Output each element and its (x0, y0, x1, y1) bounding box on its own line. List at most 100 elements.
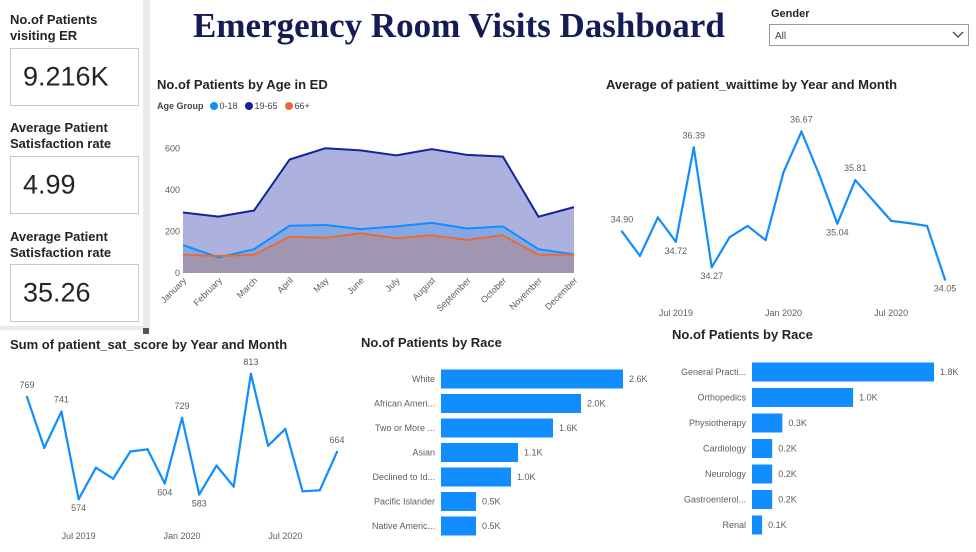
kpi-value-satisfaction: 4.99 (23, 169, 76, 200)
area-line-0-18 (182, 221, 575, 259)
category-label: Asian (412, 448, 435, 458)
data-point (335, 450, 339, 454)
x-tick-label: November (507, 275, 543, 311)
x-tick-label: Jul 2020 (268, 531, 302, 541)
y-tick-label: 600 (165, 144, 180, 154)
data-point (111, 477, 115, 480)
x-tick-label: July (383, 275, 402, 294)
age-area-chart[interactable]: 0 200 400 600 January February March April May Ju… (150, 128, 580, 328)
data-point (25, 395, 29, 399)
x-tick-label: Jul 2020 (874, 308, 908, 318)
area-line-19-65 (182, 147, 575, 218)
gender-filter-dropdown[interactable]: All (769, 24, 969, 46)
data-point (889, 219, 893, 223)
legend-title: Age Group (157, 101, 204, 111)
kpi-card-patients[interactable]: 9.216K (10, 48, 139, 106)
value-label: 0.2K (778, 495, 797, 505)
data-point (129, 450, 132, 453)
data-label: 583 (192, 498, 207, 508)
x-tick-label: April (275, 275, 295, 295)
kpi-card-satisfaction[interactable]: 4.99 (10, 156, 139, 214)
value-label: 0.2K (778, 444, 797, 454)
bar (441, 394, 581, 413)
gender-filter-value: All (775, 31, 787, 42)
wait-chart-title: Average of patient_waittime by Year and … (606, 77, 898, 92)
x-tick-label: September (435, 275, 473, 313)
legend-item-0-18[interactable]: 0-18 (209, 101, 238, 111)
data-point (764, 238, 767, 242)
data-point (318, 489, 321, 492)
legend-item-19-65[interactable]: 19-65 (244, 101, 278, 111)
x-tick-label: December (543, 275, 579, 311)
value-label: 0.5K (482, 521, 501, 531)
data-point (728, 236, 731, 239)
data-label: 741 (54, 395, 69, 405)
category-label: Cardiology (703, 444, 747, 454)
data-point (198, 493, 201, 496)
category-label: Two or More ... (375, 423, 435, 433)
data-label: 35.81 (844, 163, 867, 173)
data-point (43, 446, 46, 450)
legend-item-66-plus[interactable]: 66+ (284, 101, 310, 111)
data-point (943, 278, 947, 281)
sat-line-chart[interactable]: 769 741 574 604 729 583 813 664 Jul 2019 Jan 2020… (0, 355, 350, 552)
x-tick-label: October (479, 275, 509, 305)
kpi-card-waittime[interactable]: 35.26 (10, 264, 139, 322)
data-label: 36.67 (790, 115, 813, 125)
race-bar-chart[interactable]: White 2.6K African Ameri... 2.0K Two or More… (355, 360, 665, 550)
data-point (215, 464, 218, 467)
value-label: 1.8K (940, 367, 959, 377)
data-point (836, 222, 839, 225)
category-label: Renal (722, 520, 746, 530)
y-tick-label: 200 (165, 227, 180, 237)
bar (441, 418, 553, 438)
category-label: Native Americ... (372, 521, 435, 531)
x-tick-label: Jan 2020 (765, 308, 802, 318)
data-point (800, 130, 803, 133)
dept-chart-title: No.of Patients by Race (672, 327, 813, 342)
data-label: 769 (19, 380, 34, 390)
category-label: Orthopedics (697, 393, 746, 403)
x-tick-label: February (191, 275, 224, 308)
bar (441, 492, 476, 511)
bar (752, 490, 773, 509)
data-label: 35.04 (826, 228, 849, 238)
category-label: White (412, 374, 435, 384)
data-point (266, 444, 270, 447)
gender-filter-label: Gender (771, 8, 810, 20)
bar (752, 464, 773, 484)
value-label: 0.2K (778, 469, 797, 479)
value-label: 1.1K (524, 448, 543, 458)
data-point (925, 224, 929, 228)
x-tick-label: January (159, 275, 189, 305)
data-label: 34.27 (700, 271, 723, 281)
data-point (163, 482, 166, 485)
value-label: 0.1K (768, 520, 787, 530)
legend-dot-icon (244, 102, 253, 110)
line-series (621, 130, 947, 280)
category-label: Pacific Islander (374, 497, 435, 507)
data-point (620, 230, 624, 233)
resize-handle[interactable] (143, 328, 149, 334)
bar (441, 516, 476, 536)
legend-dot-icon (209, 102, 218, 110)
data-point (872, 199, 875, 202)
data-point (907, 221, 911, 225)
value-label: 1.0K (859, 393, 878, 403)
data-label: 664 (329, 435, 344, 445)
bar (752, 413, 783, 433)
sat-chart-title: Sum of patient_sat_score by Year and Mon… (10, 337, 288, 352)
x-tick-label: Jan 2020 (163, 531, 200, 541)
data-point (782, 171, 785, 174)
wait-line-chart[interactable]: 34.90 34.72 36.39 34.27 36.67 35.04 35.81 34.05… (600, 95, 976, 330)
bar (752, 439, 773, 458)
value-label: 2.6K (629, 374, 648, 384)
area-line-66+ (182, 232, 574, 258)
data-point (180, 416, 184, 420)
value-label: 0.3K (788, 418, 807, 428)
category-label: Declined to Id... (372, 472, 435, 482)
category-label: African Ameri... (374, 399, 435, 409)
data-label: 813 (243, 357, 258, 367)
dept-bar-chart[interactable]: General Practi... 1.8K Orthopedics 1.0K Phys… (665, 355, 976, 545)
chevron-down-icon (952, 31, 964, 38)
